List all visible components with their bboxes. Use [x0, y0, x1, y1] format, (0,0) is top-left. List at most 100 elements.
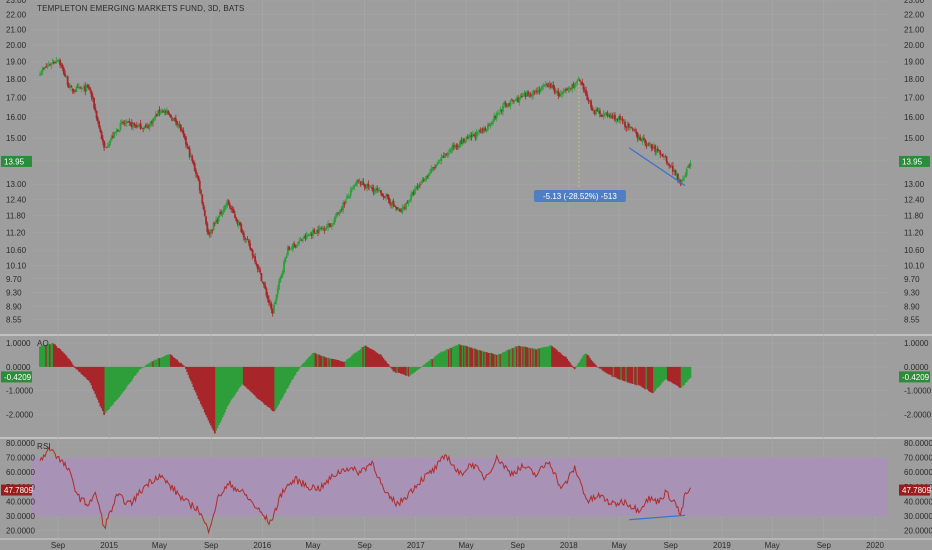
x-tick-label: Sep: [204, 541, 219, 550]
ao-bar: [162, 356, 165, 367]
price-candle-body: [122, 122, 124, 124]
ao-bar: [127, 366, 129, 385]
ao-bar: [421, 366, 424, 367]
ao-bar: [225, 366, 228, 410]
price-left-tick-label: 22.00: [6, 10, 27, 19]
ao-bar: [600, 366, 603, 369]
ao-bar: [79, 366, 82, 373]
ao-bar: [304, 361, 307, 367]
price-left-tick-label: 23.00: [6, 0, 27, 5]
price-candle-body: [94, 107, 97, 111]
price-candle-body: [303, 236, 306, 240]
ao-bar: [50, 343, 53, 367]
ao-bar: [80, 366, 83, 375]
price-candle-body: [441, 156, 444, 158]
price-candle-body: [634, 130, 637, 132]
price-candle-body: [507, 103, 509, 107]
price-candle-body: [373, 190, 376, 193]
ao-bar: [401, 366, 404, 374]
ao-bar: [640, 366, 643, 387]
ao-bar: [665, 366, 668, 380]
price-candle-body: [218, 211, 221, 216]
ao-bar: [81, 366, 84, 375]
ao-bar: [168, 354, 171, 367]
ao-bar: [426, 362, 429, 367]
ao-bar: [625, 366, 628, 382]
ao-bar: [342, 361, 345, 367]
ao-bar: [359, 349, 362, 367]
ao-bar: [320, 356, 323, 367]
ao-bar: [441, 351, 444, 367]
ao-bar: [200, 366, 202, 405]
ao-bar: [593, 364, 596, 367]
ao-bar: [98, 366, 101, 403]
price-candle-body: [245, 239, 248, 240]
price-candle-body: [606, 112, 609, 116]
price-candle-body: [362, 181, 365, 186]
ao-bar: [143, 366, 146, 368]
price-candle-body: [416, 186, 419, 189]
ao-bar: [290, 366, 293, 381]
price-candle-body: [572, 83, 575, 88]
price-left-tick-label: 15.00: [6, 134, 27, 143]
price-candle-body: [474, 134, 477, 138]
price-candle-body: [610, 115, 613, 118]
ao-bar: [183, 366, 186, 367]
ao-bar: [571, 365, 574, 367]
ao-bar: [265, 366, 268, 406]
price-candle-body: [646, 143, 649, 147]
ao-bar: [620, 366, 623, 380]
price-candle-body: [39, 74, 41, 76]
ao-bar: [312, 353, 314, 367]
ao-bar: [624, 366, 626, 382]
ao-bar: [547, 346, 550, 367]
price-candle-body: [509, 100, 512, 106]
ao-bar: [557, 351, 560, 367]
price-candle-body: [313, 229, 316, 233]
ao-bar: [561, 354, 564, 367]
ao-bar: [497, 354, 499, 367]
price-candle-body: [200, 190, 202, 194]
ao-bar: [195, 366, 197, 393]
price-candle-body: [153, 117, 156, 119]
ao-bar: [366, 346, 369, 367]
price-candle-body: [78, 86, 80, 88]
ao-bar: [570, 364, 572, 367]
price-candle-body: [144, 125, 147, 127]
price-candle-body: [429, 172, 431, 174]
price-candle-body: [558, 95, 561, 97]
ao-bar: [412, 366, 415, 373]
ao-bar: [587, 355, 590, 367]
price-candle-body: [552, 84, 555, 89]
ao-bar: [115, 366, 118, 400]
ao-bar: [51, 342, 54, 367]
ao-bar: [196, 366, 199, 396]
ao-bar: [670, 366, 673, 383]
ao-bar: [499, 354, 502, 367]
ao-bar: [523, 346, 526, 367]
price-candle-body: [90, 91, 93, 97]
price-candle-body: [617, 116, 620, 120]
price-candle-body: [465, 136, 468, 140]
ao-bar: [185, 366, 187, 369]
price-candle-body: [631, 128, 634, 130]
ao-bar: [59, 349, 61, 367]
price-candle-body: [675, 174, 678, 176]
ao-left-tick-label: 0.0000: [6, 363, 31, 372]
price-candle-body: [257, 268, 260, 270]
ao-bar: [237, 366, 240, 389]
ao-bar: [281, 366, 284, 398]
price-candle-body: [250, 248, 253, 251]
ao-title: AO: [37, 339, 49, 348]
price-candle-body: [207, 231, 210, 233]
ao-bar: [208, 366, 211, 424]
price-candle-body: [499, 109, 502, 113]
ao-bar: [478, 349, 480, 367]
price-right-tick-label: 20.00: [904, 41, 925, 50]
ao-bar: [191, 366, 194, 384]
ao-bar: [463, 345, 465, 367]
price-candle-body: [471, 134, 474, 137]
ao-bar: [383, 360, 386, 367]
ao-bar: [314, 353, 317, 367]
ao-bar: [416, 366, 419, 370]
